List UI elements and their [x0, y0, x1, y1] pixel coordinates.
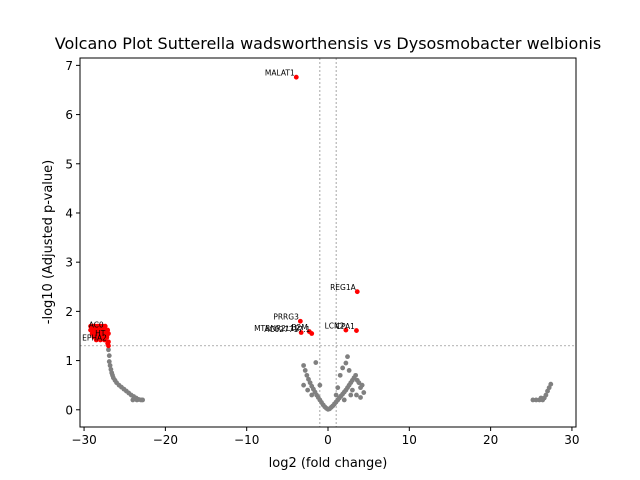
- nonsignificant-point-87: [548, 381, 554, 387]
- nonsignificant-point-75: [358, 395, 363, 400]
- y-tick-label-7: 7: [65, 59, 73, 73]
- x-axis: −30 −20 −10 0 10 20 30: [71, 427, 580, 447]
- nonsignificant-point-70: [337, 372, 343, 378]
- nonsignificant-point-1: [106, 353, 112, 359]
- gene-label-ac027717.1: AC027717.1: [264, 325, 310, 334]
- nonsignificant-point-66: [345, 354, 350, 360]
- significant-point-1: [354, 289, 360, 295]
- nonsignificant-point-0: [106, 347, 111, 353]
- nonsignificant-point-20: [140, 397, 146, 403]
- y-tick-label-2: 2: [65, 305, 73, 319]
- gene-label-ac0: AC0: [89, 321, 104, 330]
- nonsignificant-point-71: [349, 387, 355, 393]
- nonsignificant-point-73: [341, 397, 347, 403]
- significant-point-2: [297, 318, 303, 324]
- y-tick-label-1: 1: [65, 354, 73, 368]
- significant-point-36: [104, 333, 110, 339]
- y-axis-label: -log10 (Adjusted p-value): [41, 160, 56, 324]
- significant-point-41: [106, 343, 111, 349]
- gene-label-malat1: MALAT1: [265, 69, 295, 78]
- x-axis-label: log2 (fold change): [269, 456, 388, 471]
- nonsignificant-point-22: [134, 397, 140, 403]
- gene-label-epha2: EPHA2: [82, 333, 107, 342]
- gene-label-cpa1: CPA1: [336, 322, 355, 331]
- nonsignificant-point-3: [107, 363, 113, 368]
- nonsignificant-point-44: [317, 382, 323, 388]
- significant-point-0: [293, 74, 299, 80]
- x-tick-label-4: 10: [402, 433, 417, 447]
- gene-label-ht: HT: [95, 329, 106, 338]
- significant-point-3: [298, 330, 304, 335]
- nonsignificant-point-21: [130, 397, 136, 403]
- nonsignificant-point-72: [333, 392, 339, 398]
- nonsignificant-point-45: [301, 382, 307, 388]
- gene-label-mtrnr2l12: MTRNR2L12: [254, 324, 300, 333]
- x-tick-label-2: −10: [234, 433, 259, 447]
- significant-point-39: [101, 337, 107, 343]
- chart-title: Volcano Plot Sutterella wadsworthensis v…: [55, 34, 602, 53]
- significant-point-38: [97, 337, 103, 343]
- gene-label-lcn2: LCN2: [325, 322, 345, 331]
- nonsignificant-point-84: [543, 392, 549, 398]
- nonsignificant-point-68: [340, 365, 346, 371]
- significant-point-17: [102, 323, 108, 329]
- significant-point-6: [343, 327, 349, 333]
- nonsignificant-point-23: [301, 363, 307, 368]
- gene-label-b2m: B2M: [291, 323, 307, 332]
- nonsignificant-point-62: [356, 380, 362, 386]
- nonsignificant-point-69: [346, 368, 352, 373]
- gene-label-prrg3: PRRG3: [273, 313, 299, 322]
- x-tick-label-3: 0: [324, 433, 332, 447]
- nonsignificant-point-74: [354, 392, 359, 398]
- x-tick-label-6: 30: [564, 433, 579, 447]
- y-tick-label-0: 0: [65, 403, 73, 417]
- nonsignificant-point-76: [335, 385, 341, 391]
- nonsignificant-point-41: [313, 360, 319, 365]
- nonsignificant-point-42: [305, 387, 311, 393]
- nonsignificant-point-77: [348, 392, 354, 398]
- y-tick-label-3: 3: [65, 256, 73, 270]
- gene-label-reg1a: REG1A: [330, 283, 357, 292]
- nonsignificant-point-67: [343, 360, 349, 366]
- significant-point-5: [309, 331, 315, 336]
- nonsignificant-point-60: [353, 372, 359, 378]
- y-axis: 0 1 2 3 4 5 6 7: [65, 59, 80, 417]
- x-tick-label-5: 20: [483, 433, 498, 447]
- x-tick-label-0: −30: [71, 433, 96, 447]
- x-tick-label-1: −20: [153, 433, 178, 447]
- significant-point-37: [93, 337, 99, 343]
- nonsignificant-point-25: [304, 372, 310, 378]
- nonsignificant-point-64: [359, 382, 365, 388]
- nonsignificant-point-65: [361, 390, 367, 395]
- nonsignificant-point-24: [302, 368, 308, 373]
- significant-point-7: [354, 328, 359, 333]
- nonsignificant-point-2: [106, 359, 112, 364]
- nonsignificant-point-43: [309, 392, 315, 398]
- y-tick-label-5: 5: [65, 157, 73, 171]
- y-tick-label-6: 6: [65, 108, 73, 122]
- y-tick-label-4: 4: [65, 206, 73, 220]
